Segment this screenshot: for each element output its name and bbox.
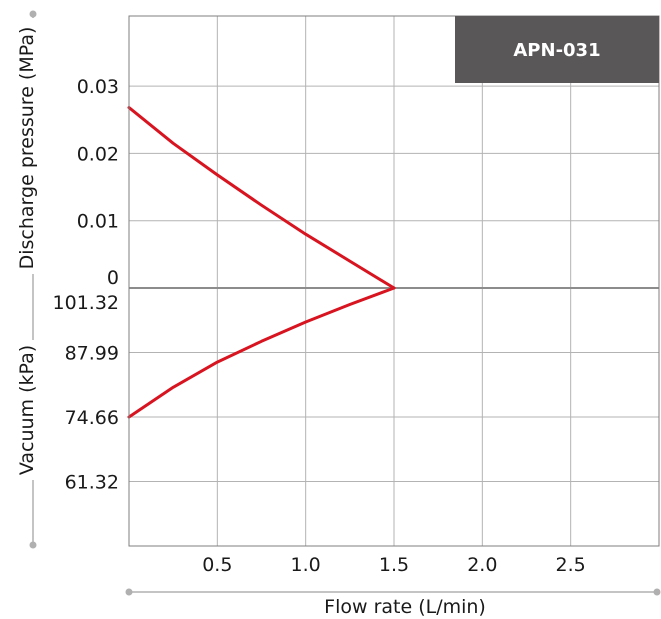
- vacuum-curve: [127, 286, 396, 419]
- pressure-tick-label: 0.01: [77, 211, 119, 233]
- x-tick-label: 2.0: [467, 554, 497, 576]
- y-tick-labels: 0.03 0.02 0.01 0 101.32 87.99 74.66 61.32: [53, 76, 119, 493]
- plot-border: [128, 15, 660, 547]
- x-axis-decoration: [125, 588, 661, 596]
- pressure-tick-label: 0.03: [77, 76, 119, 98]
- vacuum-tick-label: 61.32: [65, 472, 119, 494]
- vacuum-tick-label: 101.32: [53, 292, 119, 314]
- x-tick-label: 1.5: [379, 554, 409, 576]
- model-badge: APN-031: [455, 16, 659, 83]
- y-axis-title-top: Discharge pressure (MPa): [16, 27, 38, 270]
- x-tick-label: 2.5: [556, 554, 586, 576]
- vacuum-tick-label: 74.66: [65, 407, 119, 429]
- y-axis-title-top-group: Discharge pressure (MPa): [14, 18, 40, 274]
- pressure-tick-label: 0: [107, 267, 119, 289]
- y-axis-title-bottom-group: Vacuum (kPa): [14, 340, 40, 480]
- model-badge-label: APN-031: [513, 40, 600, 61]
- x-axis-title: Flow rate (L/min): [324, 596, 486, 618]
- pressure-curve: [127, 106, 396, 290]
- pressure-tick-label: 0.02: [77, 143, 119, 165]
- vacuum-tick-label: 87.99: [65, 342, 119, 364]
- y-axis-title-bottom: Vacuum (kPa): [16, 345, 38, 475]
- curves: [127, 106, 396, 419]
- x-tick-label: 0.5: [202, 554, 232, 576]
- x-tick-label: 1.0: [291, 554, 321, 576]
- grid: [129, 16, 659, 546]
- x-tick-labels: 0.5 1.0 1.5 2.0 2.5: [202, 554, 586, 576]
